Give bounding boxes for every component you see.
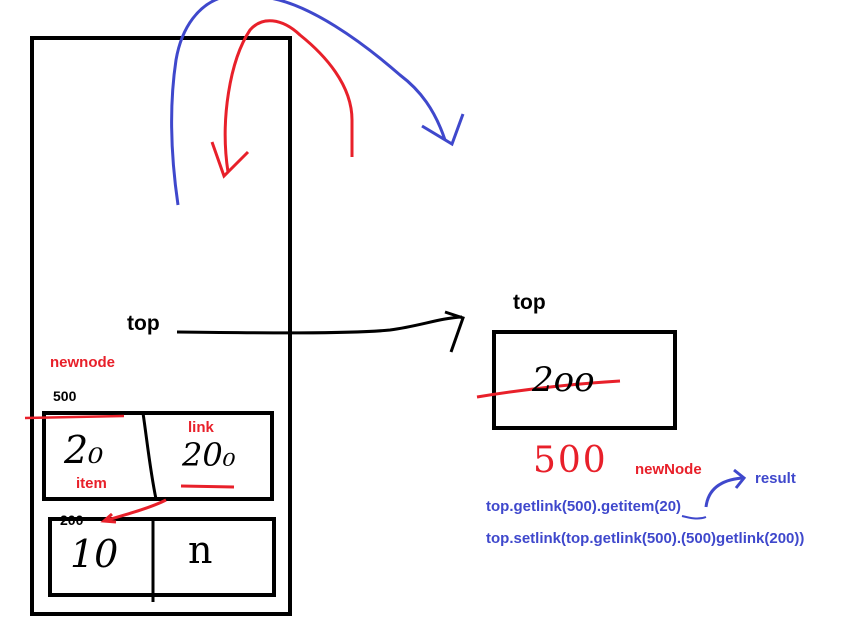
strike-top-box-value <box>476 379 621 399</box>
link-to-200-arrowhead <box>100 512 117 524</box>
top-pointer-arrowhead <box>444 310 465 353</box>
red-curve-arrowhead <box>210 141 250 179</box>
red-500-value: 500 <box>533 440 608 481</box>
blue-underline-mark <box>681 515 707 520</box>
result-label: result <box>755 470 796 487</box>
node-500-divider <box>141 412 158 500</box>
code-line-1: top.getlink(500).getitem(20) <box>486 498 682 515</box>
top-label-left: top <box>127 312 160 335</box>
node-500-item-value: 2₀ <box>64 428 104 472</box>
addr-200-label: 200 <box>60 512 84 528</box>
blue-curve-arrowhead <box>421 113 465 147</box>
blue-curve <box>170 0 447 206</box>
result-arrow <box>704 476 743 508</box>
newNode-label: newNode <box>635 461 702 478</box>
top-pointer-line <box>176 315 463 335</box>
result-arrowhead <box>733 468 747 489</box>
top-label-right: top <box>513 291 546 314</box>
top-box-value: 2oo <box>532 360 595 400</box>
item-label: item <box>76 475 107 492</box>
strike-500 <box>24 414 125 420</box>
link-to-200-arrow <box>103 498 167 523</box>
red-curve <box>223 19 354 173</box>
node-200-box <box>48 517 276 597</box>
code-line-2: top.setlink(top.getlink(500).(500)getlin… <box>486 530 805 547</box>
addr-500-label: 500 <box>53 388 77 404</box>
node-200-link-value: n <box>188 528 213 572</box>
newnode-label: newnode <box>50 354 116 371</box>
node-500-box <box>42 411 274 501</box>
stack-frame <box>30 36 292 616</box>
link-label: link <box>188 419 214 436</box>
link-underline <box>180 484 235 489</box>
node-500-link-value: 20₀ <box>182 436 236 474</box>
node-200-item-value: 10 <box>70 532 119 576</box>
top-value-box <box>492 330 677 430</box>
